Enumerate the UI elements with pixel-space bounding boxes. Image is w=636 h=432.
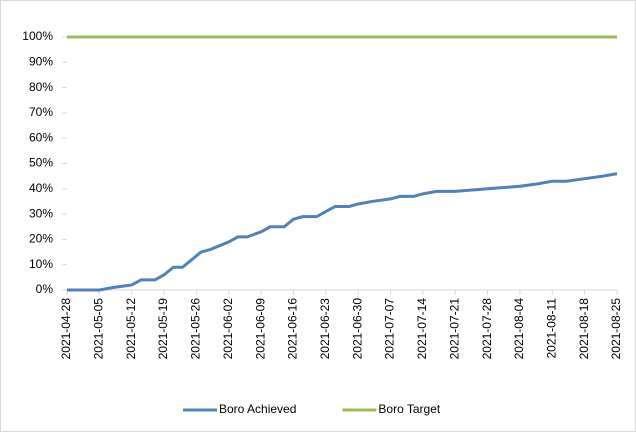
x-tick-label: 2021-07-28 xyxy=(480,298,494,360)
legend-label: Boro Achieved xyxy=(219,402,296,416)
y-tick-label: 60% xyxy=(29,130,53,144)
x-tick-label: 2021-08-11 xyxy=(544,298,558,359)
x-tick-label: 2021-08-18 xyxy=(577,298,591,360)
y-tick-label: 40% xyxy=(29,181,53,195)
y-tick-label: 0% xyxy=(36,282,54,296)
y-tick-label: 80% xyxy=(29,80,53,94)
x-tick-label: 2021-05-26 xyxy=(189,298,203,360)
x-tick-label: 2021-06-16 xyxy=(286,298,300,360)
x-tick-label: 2021-06-23 xyxy=(318,298,332,360)
y-tick-label: 90% xyxy=(29,54,53,68)
y-tick-label: 10% xyxy=(29,257,53,271)
y-tick-label: 20% xyxy=(29,232,53,246)
y-tick-label: 30% xyxy=(29,206,53,220)
x-tick-label: 2021-04-28 xyxy=(59,298,73,360)
x-tick-label: 2021-07-14 xyxy=(415,298,429,360)
legend-label: Boro Target xyxy=(378,402,440,416)
y-tick-label: 100% xyxy=(22,29,53,43)
series-line xyxy=(67,172,618,292)
x-tick-label: 2021-06-02 xyxy=(221,298,235,360)
x-tick-label: 2021-05-12 xyxy=(124,298,138,360)
x-tick-label: 2021-08-25 xyxy=(609,298,623,360)
x-tick-label: 2021-06-09 xyxy=(253,298,267,360)
y-tick-label: 70% xyxy=(29,105,53,119)
x-tick-label: 2021-06-30 xyxy=(350,298,364,360)
x-tick-label: 2021-08-04 xyxy=(512,298,526,360)
x-tick-label: 2021-07-07 xyxy=(383,298,397,360)
y-tick-label: 50% xyxy=(29,156,53,170)
x-tick-label: 2021-05-19 xyxy=(156,298,170,360)
x-tick-label: 2021-07-21 xyxy=(447,298,461,360)
x-tick-label: 2021-05-05 xyxy=(92,298,106,360)
